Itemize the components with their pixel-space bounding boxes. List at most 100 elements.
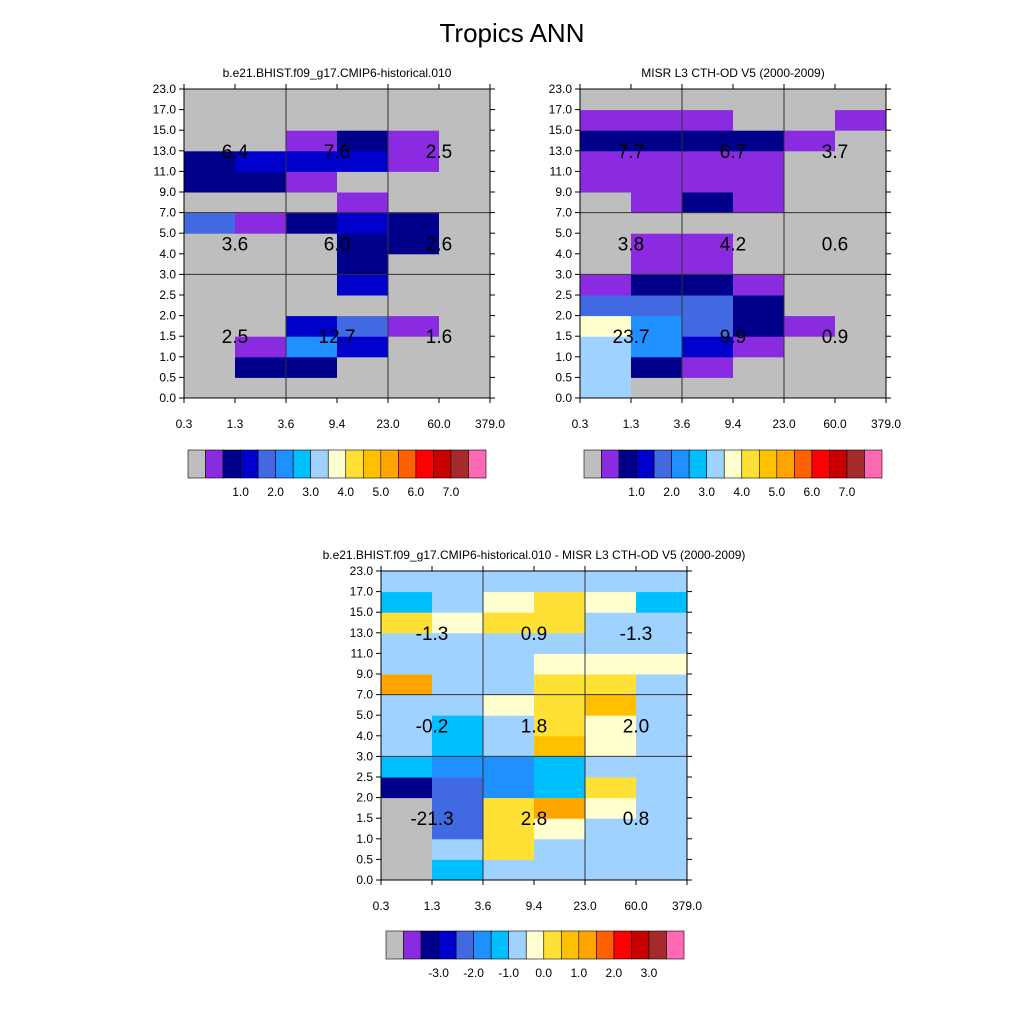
heatmap-cell xyxy=(388,192,440,214)
heatmap-cell xyxy=(580,295,632,317)
colorbar-swatch xyxy=(257,449,276,479)
heatmap-cell xyxy=(184,356,236,378)
heatmap-cell xyxy=(483,571,535,593)
y-tick-label: 1.0 xyxy=(356,832,373,846)
heatmap-cell xyxy=(733,274,785,296)
colorbar-swatch xyxy=(403,930,422,960)
heatmap-cell xyxy=(381,756,433,778)
y-tick-label: 23.0 xyxy=(350,564,374,578)
heatmap-cell xyxy=(184,89,236,111)
colorbar-label: 7.0 xyxy=(839,485,856,499)
heatmap-cell xyxy=(580,377,632,399)
heatmap-cell xyxy=(784,274,836,296)
heatmap-cell xyxy=(580,315,632,337)
heatmap-cell xyxy=(835,315,887,337)
y-tick-label: 2.5 xyxy=(555,288,572,302)
heatmap-cell xyxy=(439,253,491,275)
heatmap-cell xyxy=(388,336,440,358)
y-tick-label: 0.5 xyxy=(356,852,373,866)
heatmap-cell xyxy=(184,315,236,337)
heatmap-cell xyxy=(636,674,688,696)
colorbar-swatch xyxy=(438,930,457,960)
heatmap-cell xyxy=(585,838,637,860)
box-value-label: 6.4 xyxy=(222,142,249,163)
heatmap-cell xyxy=(733,295,785,317)
colorbar-label: 4.0 xyxy=(337,485,354,499)
heatmap-cell xyxy=(580,356,632,378)
x-tick-label: 60.0 xyxy=(427,417,451,431)
colorbar-swatch xyxy=(794,449,813,479)
heatmap-cell xyxy=(733,212,785,234)
y-tick-label: 23.0 xyxy=(549,82,573,96)
y-tick-label: 11.0 xyxy=(550,164,573,178)
heatmap-cell xyxy=(483,859,535,881)
heatmap-cell xyxy=(337,233,389,255)
heatmap-cell xyxy=(534,612,586,634)
heatmap-cell xyxy=(286,274,338,296)
heatmap-cell xyxy=(580,253,632,275)
heatmap-cell xyxy=(835,171,887,193)
heatmap-cell xyxy=(580,109,632,131)
heatmap-cell xyxy=(381,859,433,881)
heatmap-cell xyxy=(184,192,236,214)
heatmap-cell xyxy=(636,715,688,737)
heatmap-cell xyxy=(286,192,338,214)
heatmap-cell xyxy=(636,756,688,778)
heatmap-cell xyxy=(636,612,688,634)
heatmap-cell xyxy=(580,89,632,111)
heatmap-cell xyxy=(184,253,236,275)
y-tick-label: 2.5 xyxy=(159,288,176,302)
axes: 0.0 0.5 1.0 1.5 2.0 2.5 3.0 4.0 5.0 7.0 9.0 11.0 13.… xyxy=(350,564,703,913)
x-tick-label: 3.6 xyxy=(674,417,691,431)
heatmap-cell xyxy=(631,295,683,317)
heatmap-cell xyxy=(682,253,734,275)
y-tick-label: 13.0 xyxy=(350,626,374,640)
heatmap-cell xyxy=(631,274,683,296)
heatmap-cell xyxy=(439,295,491,317)
heatmap-cell xyxy=(483,797,535,819)
y-tick-label: 15.0 xyxy=(350,605,374,619)
y-tick-label: 7.0 xyxy=(159,206,176,220)
heatmap-cell xyxy=(388,171,440,193)
y-tick-label: 4.0 xyxy=(159,247,176,261)
heatmap-cell xyxy=(432,777,484,799)
colorbar-swatch xyxy=(618,449,637,479)
heatmap-cell xyxy=(631,192,683,214)
heatmap-cell xyxy=(184,233,236,255)
heatmap-cell xyxy=(733,377,785,399)
heatmap-cell xyxy=(733,130,785,152)
y-tick-label: 1.5 xyxy=(159,329,176,343)
box-value-label: 9.9 xyxy=(720,327,746,348)
x-tick-label: 23.0 xyxy=(376,417,400,431)
panel-observations: MISR L3 CTH-OD V5 (2000-2009)0.00.51.01.… xyxy=(549,66,902,499)
heatmap-cell xyxy=(784,171,836,193)
heatmap-cell xyxy=(784,356,836,378)
y-tick-label: 17.0 xyxy=(350,585,374,599)
heatmap-cell xyxy=(483,777,535,799)
x-tick-label: 9.4 xyxy=(725,417,742,431)
y-tick-label: 1.0 xyxy=(159,350,176,364)
y-tick-label: 2.0 xyxy=(159,309,176,323)
box-value-label: 12.7 xyxy=(319,327,356,348)
heatmap-cell xyxy=(682,336,734,358)
heatmap-cell xyxy=(631,315,683,337)
y-tick-label: 1.0 xyxy=(555,350,572,364)
heatmap-cell xyxy=(733,336,785,358)
heatmap-cell xyxy=(636,571,688,593)
colorbar-swatch xyxy=(398,449,417,479)
colorbar-swatch xyxy=(385,930,404,960)
y-tick-label: 7.0 xyxy=(555,206,572,220)
heatmap-cell xyxy=(439,336,491,358)
heatmap-cell xyxy=(733,356,785,378)
heatmap-cell xyxy=(733,171,785,193)
heatmap-cell xyxy=(784,377,836,399)
colorbar-swatch xyxy=(222,449,241,479)
heatmap-cell xyxy=(432,756,484,778)
heatmap-cell xyxy=(835,253,887,275)
heatmap-cell xyxy=(534,694,586,716)
y-tick-label: 15.0 xyxy=(549,123,573,137)
heatmap-cell xyxy=(286,253,338,275)
x-tick-label: 3.6 xyxy=(475,899,492,913)
heatmap-cell xyxy=(381,632,433,654)
